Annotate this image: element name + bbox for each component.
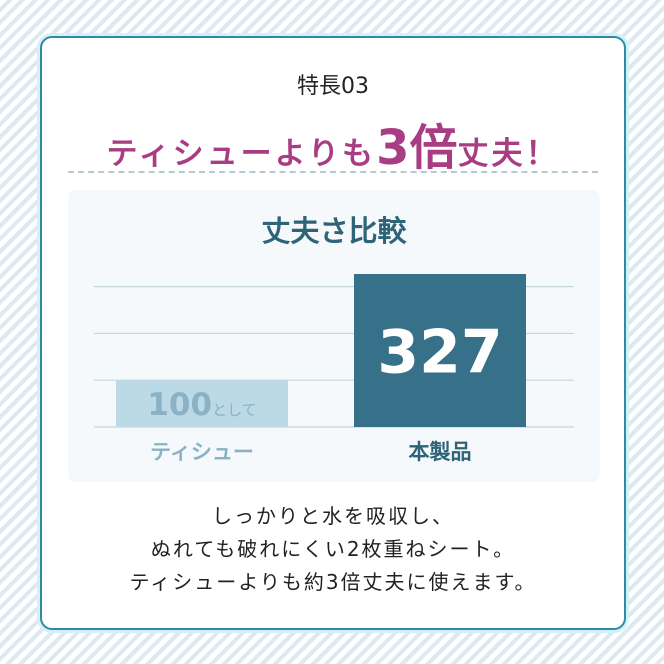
data-label: 100として bbox=[147, 387, 256, 423]
divider bbox=[68, 171, 598, 173]
headline-post: 丈夫！ bbox=[457, 136, 560, 172]
bar-product bbox=[354, 274, 526, 427]
chart-panel: 丈夫さ比較 100としてティシュー 327 本製品 bbox=[68, 190, 600, 482]
headline-pre: ティシューよりも bbox=[106, 136, 377, 172]
category-label: ティシュー bbox=[150, 440, 254, 464]
description-line: ティシューよりも約3倍丈夫に使えます。 bbox=[129, 570, 537, 594]
bar-tissue bbox=[116, 380, 288, 427]
headline: ティシューよりも3倍丈夫！ bbox=[42, 108, 624, 178]
feature-number: 特長03 bbox=[297, 74, 369, 99]
description-line: ぬれても破れにくい2枚重ねシート。 bbox=[150, 537, 516, 561]
description: しっかりと水を吸収し、 ぬれても破れにくい2枚重ねシート。 ティシューよりも約3… bbox=[42, 500, 624, 599]
description-line: しっかりと水を吸収し、 bbox=[212, 504, 454, 528]
feature-card: 特長03 ティシューよりも3倍丈夫！ 丈夫さ比較 100としてティシュー 327 本… bbox=[40, 36, 626, 630]
category-label: 本製品 bbox=[409, 440, 472, 464]
data-label: 327 bbox=[377, 318, 502, 388]
chart-title: 丈夫さ比較 bbox=[261, 214, 407, 248]
headline-big: 3倍 bbox=[376, 120, 458, 176]
